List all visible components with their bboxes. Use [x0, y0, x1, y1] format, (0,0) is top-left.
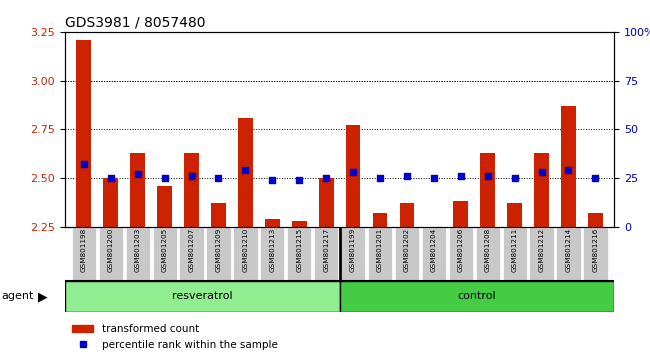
Bar	[125, 227, 150, 281]
Text: GSM801202: GSM801202	[404, 228, 410, 273]
Bar	[561, 106, 576, 227]
Point	[456, 173, 466, 179]
Point	[536, 169, 547, 175]
Text: GSM801214: GSM801214	[566, 228, 571, 273]
Bar	[400, 203, 414, 227]
Bar	[103, 178, 118, 227]
Text: GSM801216: GSM801216	[592, 228, 599, 273]
Point	[294, 177, 304, 183]
Bar	[583, 227, 608, 281]
Bar	[502, 227, 526, 281]
Bar	[265, 219, 280, 227]
Bar	[534, 153, 549, 227]
Point	[510, 175, 520, 181]
Bar	[346, 125, 361, 227]
Bar	[77, 40, 91, 227]
Bar	[341, 227, 365, 281]
Text: GSM801203: GSM801203	[135, 228, 140, 273]
Bar	[99, 227, 123, 281]
Text: resveratrol: resveratrol	[172, 291, 233, 302]
Text: GSM801209: GSM801209	[215, 228, 222, 273]
Bar	[260, 227, 285, 281]
Text: GSM801211: GSM801211	[512, 228, 517, 273]
Text: GSM801201: GSM801201	[377, 228, 383, 273]
Text: GSM801207: GSM801207	[188, 228, 194, 273]
Bar	[530, 227, 554, 281]
Text: control: control	[458, 291, 496, 302]
Text: GSM801198: GSM801198	[81, 228, 87, 273]
Point	[321, 175, 332, 181]
Bar	[556, 227, 580, 281]
Bar	[184, 153, 199, 227]
Text: GSM801206: GSM801206	[458, 228, 464, 273]
Point	[105, 175, 116, 181]
Bar	[65, 281, 340, 312]
Point	[187, 173, 197, 179]
Text: GSM801208: GSM801208	[485, 228, 491, 273]
Bar	[395, 227, 419, 281]
Bar	[588, 213, 603, 227]
Bar	[368, 227, 392, 281]
Bar	[318, 178, 333, 227]
Bar	[372, 213, 387, 227]
Text: GSM801199: GSM801199	[350, 228, 356, 273]
Bar	[157, 185, 172, 227]
Bar	[233, 227, 257, 281]
Bar	[507, 203, 522, 227]
Point	[428, 175, 439, 181]
Bar	[130, 153, 145, 227]
Bar	[448, 227, 473, 281]
Bar	[476, 227, 500, 281]
Point	[133, 171, 143, 177]
Point	[79, 161, 89, 167]
Bar	[292, 221, 307, 227]
Legend: transformed count, percentile rank within the sample: transformed count, percentile rank withi…	[68, 320, 281, 354]
Point	[482, 173, 493, 179]
Point	[159, 175, 170, 181]
Point	[240, 167, 251, 173]
Point	[564, 167, 574, 173]
Text: GSM801205: GSM801205	[162, 228, 168, 273]
Text: GSM801215: GSM801215	[296, 228, 302, 273]
Bar	[179, 227, 203, 281]
Text: agent: agent	[1, 291, 34, 302]
Bar	[340, 281, 614, 312]
Point	[375, 175, 385, 181]
Bar	[426, 227, 441, 236]
Bar	[153, 227, 177, 281]
Point	[402, 173, 412, 179]
Bar	[422, 227, 446, 281]
Bar	[314, 227, 338, 281]
Text: GSM801213: GSM801213	[269, 228, 276, 273]
Bar	[72, 227, 96, 281]
Text: GSM801204: GSM801204	[431, 228, 437, 273]
Point	[590, 175, 601, 181]
Text: GDS3981 / 8057480: GDS3981 / 8057480	[65, 16, 205, 30]
Bar	[211, 203, 226, 227]
Point	[348, 169, 358, 175]
Text: ▶: ▶	[38, 290, 47, 303]
Text: GSM801217: GSM801217	[323, 228, 329, 273]
Point	[213, 175, 224, 181]
Text: GSM801200: GSM801200	[108, 228, 114, 273]
Bar	[206, 227, 231, 281]
Bar	[238, 118, 253, 227]
Point	[267, 177, 278, 183]
Bar	[454, 201, 468, 227]
Bar	[287, 227, 311, 281]
Bar	[480, 153, 495, 227]
Text: GSM801210: GSM801210	[242, 228, 248, 273]
Text: GSM801212: GSM801212	[539, 228, 545, 273]
